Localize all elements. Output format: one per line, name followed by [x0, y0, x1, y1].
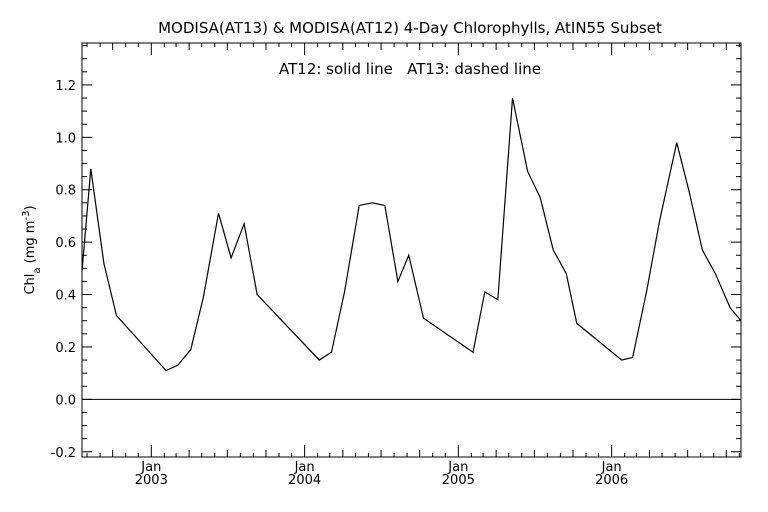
y-tick-label: 0.6 — [55, 236, 76, 251]
y-tick-label: 0.0 — [55, 393, 76, 408]
x-tick-month-label: Jan — [140, 460, 161, 475]
y-tick-label: 1.2 — [55, 79, 76, 94]
line-style-annotation: AT12: solid line AT13: dashed line — [279, 60, 541, 78]
plot-frame — [81, 42, 742, 458]
series-group — [82, 97, 741, 372]
x-tick-month-label: Jan — [601, 460, 622, 475]
x-tick-year-label: 2006 — [595, 473, 628, 488]
y-tick-label: 0.8 — [55, 184, 76, 199]
x-tick-year-label: 2005 — [442, 473, 475, 488]
y-tick-label: -0.2 — [51, 446, 76, 461]
x-tick-year-label: 2003 — [135, 473, 168, 488]
y-tick-label: 1.0 — [55, 131, 76, 146]
x-tick-year-label: 2004 — [288, 473, 321, 488]
chart-title: MODISA(AT13) & MODISA(AT12) 4-Day Chloro… — [158, 19, 662, 37]
x-tick-month-label: Jan — [294, 460, 315, 475]
y-tick-label: 0.2 — [55, 341, 76, 356]
y-tick-label: 0.4 — [55, 289, 76, 304]
x-tick-month-label: Jan — [447, 460, 468, 475]
series-line-solid — [82, 97, 741, 372]
y-axis-ticks: -0.2 0.0 0.2 0.4 0.6 0.8 1.0 1.2 — [51, 45, 741, 461]
y-axis-label: Chla (mg m-3) — [21, 205, 43, 294]
